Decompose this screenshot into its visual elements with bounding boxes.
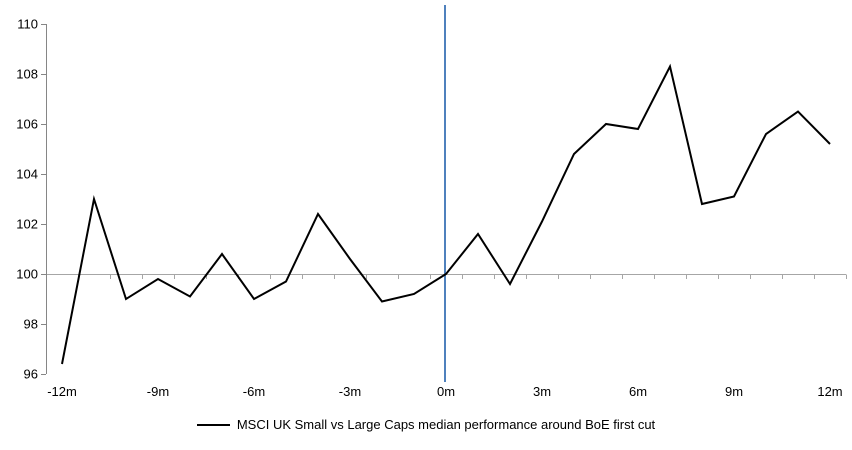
x-tick-label: 6m [629, 384, 647, 399]
y-tick-label: 106 [16, 117, 38, 132]
y-tick-label: 100 [16, 267, 38, 282]
y-tick-label: 108 [16, 67, 38, 82]
y-tick-label: 102 [16, 217, 38, 232]
y-tick-label: 110 [17, 17, 38, 32]
x-tick-label: 0m [437, 384, 455, 399]
x-tick-label: -6m [243, 384, 265, 399]
x-tick-label: -12m [47, 384, 77, 399]
y-tick-label: 104 [16, 167, 38, 182]
y-tick-label: 96 [24, 367, 38, 382]
x-tick-label: -9m [147, 384, 169, 399]
x-tick-label: 12m [817, 384, 842, 399]
x-tick-label: -3m [339, 384, 361, 399]
x-tick-label: 3m [533, 384, 551, 399]
series-line [61, 63, 831, 365]
x-tick-label: 9m [725, 384, 743, 399]
y-tick-label: 98 [24, 317, 38, 332]
